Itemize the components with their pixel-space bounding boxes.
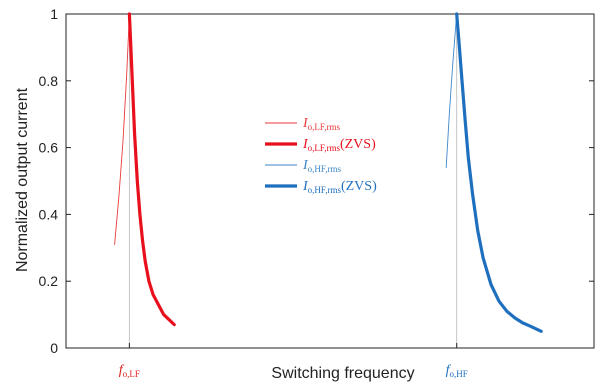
y-tick-label: 0.8 xyxy=(39,73,59,89)
y-tick-label: 0.2 xyxy=(39,273,59,289)
legend-entry-main: I xyxy=(302,179,309,194)
x-tick-label-sub: o,HF xyxy=(450,369,468,379)
x-axis-ticks: fo,LF fo,HF xyxy=(119,343,468,379)
series-line-1 xyxy=(114,13,130,245)
y-axis-label: Normalized output current xyxy=(14,87,31,272)
series-group xyxy=(114,12,543,333)
series-line-3 xyxy=(445,13,458,169)
series-line-2 xyxy=(127,12,176,327)
y-tick-label: 1 xyxy=(50,6,58,22)
x-tick-label: fo,HF xyxy=(446,363,468,379)
legend-entry-sub: o,HF,rms xyxy=(308,185,342,195)
legend-entry-suffix: (ZVS) xyxy=(340,137,376,152)
y-tick-label: 0.4 xyxy=(39,206,59,222)
x-tick-label: fo,LF xyxy=(119,363,140,379)
x-axis-label: Switching frequency xyxy=(271,365,414,382)
y-axis-ticks: 0 0.2 0.4 0.6 0.8 1 xyxy=(39,6,594,356)
legend: Io,LF,rmsIo,LF,rms(ZVS)Io,HF,rmsIo,HF,rm… xyxy=(257,112,429,201)
y-tick-label: 0.6 xyxy=(39,140,59,156)
y-tick-label: 0 xyxy=(50,340,58,356)
legend-entry-sub: o,LF,rms xyxy=(308,122,341,132)
x-tick-label-sub: o,LF xyxy=(123,369,140,379)
legend-entry: Io,LF,rms xyxy=(302,116,340,132)
series-line-4 xyxy=(455,12,543,333)
legend-entry-suffix: (ZVS) xyxy=(341,179,377,194)
legend-entry-main: I xyxy=(302,158,309,173)
x-tick-label-main: f xyxy=(119,363,125,378)
plot-frame xyxy=(65,13,595,349)
legend-entry: Io,HF,rms xyxy=(302,158,341,174)
legend-entry: Io,HF,rms(ZVS) xyxy=(302,179,377,195)
legend-entry-sub: o,HF,rms xyxy=(308,164,342,174)
legend-entry-main: I xyxy=(302,116,309,131)
legend-entry-main: I xyxy=(302,137,309,152)
x-tick-label-main: f xyxy=(446,363,452,378)
legend-entry-sub: o,LF,rms xyxy=(308,143,341,153)
frequency-markers xyxy=(128,14,458,348)
legend-entry: Io,LF,rms(ZVS) xyxy=(302,137,376,153)
